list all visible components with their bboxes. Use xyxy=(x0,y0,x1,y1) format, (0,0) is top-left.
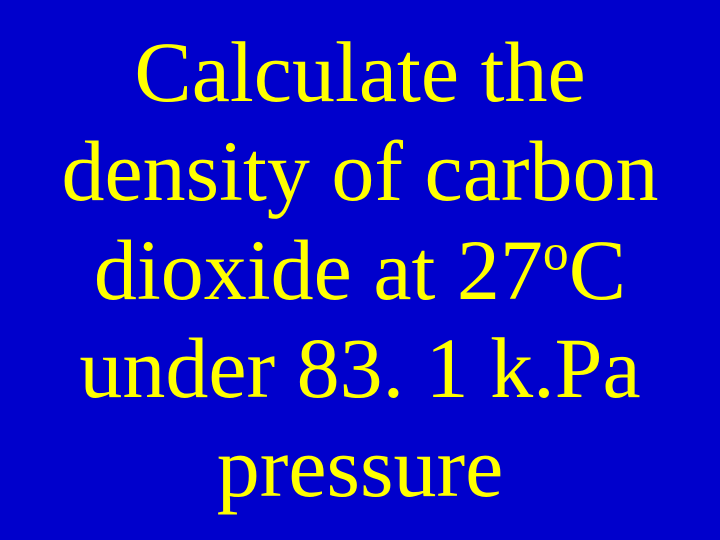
line-2: density of carbon xyxy=(61,122,658,221)
line-3-pre: dioxide at 27 xyxy=(94,222,543,318)
degree-superscript: o xyxy=(543,224,569,281)
line-1: Calculate the xyxy=(61,23,658,122)
line-5: pressure xyxy=(61,418,658,517)
line-4: under 83. 1 k.Pa xyxy=(61,319,658,418)
line-3: dioxide at 27oC xyxy=(61,221,658,320)
slide-text: Calculate the density of carbon dioxide … xyxy=(61,23,658,517)
line-3-post: C xyxy=(569,222,626,318)
